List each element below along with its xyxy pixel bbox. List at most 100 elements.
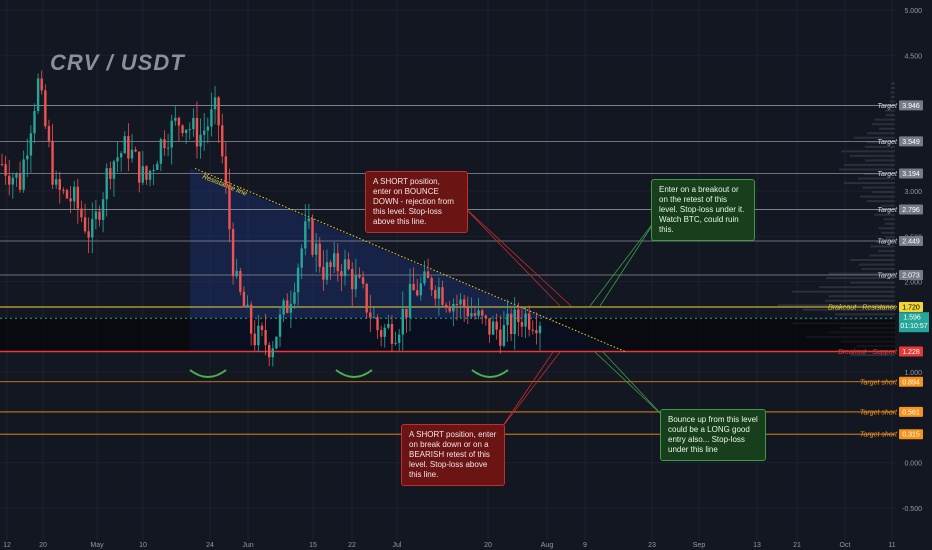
candle-body — [535, 330, 538, 334]
callout-connector — [461, 204, 572, 307]
level-price-text: 1.720 — [902, 304, 920, 311]
candle-body — [257, 325, 260, 346]
candle-body — [502, 325, 506, 346]
candle-body — [246, 304, 249, 308]
candle-body — [524, 313, 527, 327]
level-price-text: 0.561 — [902, 409, 920, 416]
volume-profile-bar — [834, 313, 895, 316]
x-tick-label: 22 — [348, 542, 356, 549]
x-tick-label: Jun — [242, 542, 253, 549]
candle-body — [44, 90, 47, 127]
candle-body — [343, 259, 347, 277]
candle-body — [282, 300, 285, 315]
candle-body — [213, 97, 217, 110]
level-price-tag — [899, 376, 923, 387]
level-label: Target — [877, 103, 898, 110]
candle-body — [332, 253, 336, 267]
volume-profile-bar — [843, 182, 895, 185]
candle-body — [354, 275, 358, 290]
resistance-trendline — [194, 167, 626, 352]
candle-body — [376, 317, 379, 331]
volume-profile-bar — [819, 286, 895, 289]
volume-profile-bar — [862, 186, 895, 189]
candles — [0, 70, 542, 367]
candle-body — [311, 218, 314, 255]
candle-body — [210, 109, 213, 127]
volume-profile-bar — [864, 145, 895, 148]
volume-profile-bar — [850, 259, 895, 261]
candle-body — [119, 153, 123, 158]
candle-body — [109, 168, 112, 179]
level-price-tag — [899, 406, 923, 417]
volume-profile-bar — [866, 200, 895, 203]
candle-body — [260, 325, 264, 330]
level-price-text: 3.194 — [902, 171, 920, 178]
current-price-text: 1.596 — [903, 315, 921, 322]
x-tick-label: 13 — [753, 542, 761, 549]
candle-body — [383, 327, 386, 337]
x-tick-label: 20 — [39, 542, 47, 549]
volume-profile-bar — [850, 281, 895, 284]
candle-body — [361, 277, 365, 284]
candle-body — [531, 329, 534, 331]
volume-profile-bar — [870, 245, 895, 248]
candle-body — [11, 177, 15, 185]
candle-body — [390, 323, 394, 344]
volume-profile-bar — [874, 118, 895, 121]
candle-body — [18, 173, 22, 190]
candle-body — [224, 156, 228, 185]
volume-profile-bar — [885, 236, 895, 239]
callout-connector — [461, 204, 561, 307]
volume-profile-bar — [891, 86, 895, 89]
volume-profile-bar — [850, 354, 895, 357]
candle-body — [484, 315, 488, 319]
volume-profile-bar — [885, 109, 895, 112]
candle-body — [340, 271, 343, 277]
candle-body — [430, 278, 433, 291]
candle-body — [231, 229, 235, 277]
candle-body — [455, 304, 459, 306]
volume-profile-bar — [885, 114, 895, 117]
x-tick-label: May — [90, 542, 104, 549]
volume-profile-bar — [843, 163, 895, 166]
candle-body — [15, 173, 18, 178]
candle-body — [40, 78, 43, 91]
volume-profile-bar — [826, 277, 895, 280]
candle-body — [314, 243, 318, 255]
candle-body — [513, 309, 516, 335]
callout-connector — [599, 217, 658, 307]
candle-body — [379, 330, 383, 337]
current-price-tag — [899, 312, 929, 333]
y-tick-label: 3.000 — [904, 189, 922, 196]
bounce-arc — [471, 369, 509, 378]
volume-profile-bar — [828, 272, 895, 275]
candle-body — [0, 163, 4, 165]
bounce-arc — [189, 369, 227, 378]
candle-body — [293, 292, 296, 304]
candle-body — [506, 313, 509, 326]
candle-body — [466, 307, 469, 317]
candle-body — [145, 166, 148, 180]
callout-connector — [499, 351, 561, 431]
candle-body — [228, 184, 231, 230]
candle-body — [271, 348, 275, 358]
level-price-tag — [899, 270, 923, 281]
level-label: Target short — [860, 432, 898, 439]
candle-body — [509, 313, 513, 335]
candle-body — [192, 117, 195, 130]
candle-body — [322, 266, 325, 280]
level-label: Target — [877, 273, 898, 280]
candle-body — [452, 304, 455, 312]
candle-body — [4, 164, 7, 176]
level-price-tag — [899, 136, 923, 147]
candle-body — [408, 284, 412, 318]
candle-body — [495, 321, 498, 330]
candle-body — [296, 267, 300, 293]
candle-body — [80, 208, 83, 218]
candle-body — [365, 283, 368, 313]
level-label: Target — [877, 139, 898, 146]
candle-body — [347, 259, 350, 269]
candle-body — [253, 333, 256, 346]
candle-body — [29, 133, 33, 156]
candle-body — [199, 134, 202, 147]
